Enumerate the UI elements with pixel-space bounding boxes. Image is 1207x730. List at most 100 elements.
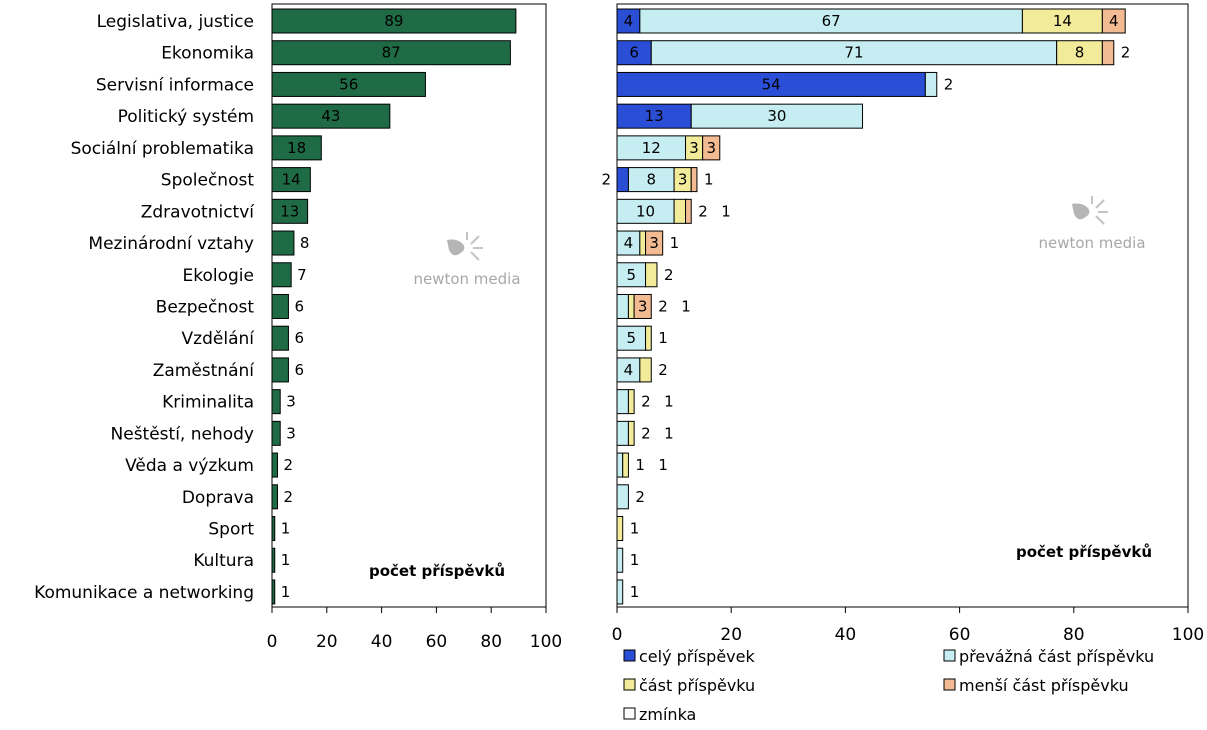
data-label: 2 <box>944 75 954 93</box>
stacked-segment <box>673 198 687 224</box>
data-label: 14 <box>282 171 301 189</box>
bar <box>271 420 281 446</box>
data-label: 2 <box>658 297 668 315</box>
category-label: Ekonomika <box>161 44 254 64</box>
data-label: 1 <box>664 393 674 411</box>
data-label: 3 <box>286 424 296 442</box>
x-tick-label: 60 <box>426 632 448 652</box>
data-label: 6 <box>294 329 304 347</box>
data-label: 1 <box>630 551 640 569</box>
data-label: 2 <box>641 393 651 411</box>
data-label: 6 <box>294 297 304 315</box>
category-label: Sociální problematika <box>71 139 254 159</box>
watermark-text: newton media <box>1038 234 1145 252</box>
stacked-segment <box>639 357 652 383</box>
category-label: Ekologie <box>183 266 254 286</box>
stacked-segment <box>639 230 647 256</box>
bar <box>271 389 281 415</box>
newton-media-logo-icon <box>1072 196 1108 225</box>
count-annotation: počet příspěvků <box>369 562 505 580</box>
legend-swatch <box>623 678 636 691</box>
data-label: 1 <box>681 297 691 315</box>
legend-swatch <box>623 707 636 720</box>
data-label: 10 <box>636 202 655 220</box>
stacked-segment <box>616 484 629 510</box>
data-label: 1 <box>630 583 640 601</box>
stacked-segment <box>690 103 864 129</box>
data-label: 1 <box>630 520 640 538</box>
bar <box>271 484 278 510</box>
newton-media-logo-icon <box>447 232 483 261</box>
data-label: 14 <box>1053 12 1072 30</box>
stacked-segment <box>627 420 635 446</box>
category-label: Vzdělání <box>182 329 256 349</box>
stacked-segment <box>1056 40 1103 66</box>
x-tick-label: 80 <box>1063 625 1085 645</box>
data-label: 2 <box>658 361 668 379</box>
category-label: Věda a výzkum <box>125 456 254 476</box>
data-label: 30 <box>767 107 786 125</box>
bar <box>271 325 289 351</box>
stacked-segment <box>616 516 624 542</box>
legend-swatch <box>943 649 956 662</box>
stacked-segment <box>924 71 938 97</box>
stacked-segment <box>627 293 635 319</box>
data-label: 3 <box>706 139 716 157</box>
x-tick-label: 100 <box>530 632 562 652</box>
data-label: 1 <box>670 234 680 252</box>
data-label: 1 <box>281 583 291 601</box>
data-label: 5 <box>627 266 637 284</box>
legend-swatch <box>943 678 956 691</box>
data-label: 7 <box>297 266 307 284</box>
category-label: Kriminalita <box>162 393 254 413</box>
data-label: 2 <box>641 424 651 442</box>
data-label: 3 <box>678 171 688 189</box>
bar <box>271 198 309 224</box>
data-label: 13 <box>645 107 664 125</box>
stacked-segment <box>616 452 624 478</box>
stacked-segment <box>616 71 926 97</box>
stacked-segment <box>616 389 629 415</box>
category-label: Legislativa, justice <box>97 12 254 32</box>
data-label: 2 <box>698 202 708 220</box>
stacked-segment <box>639 8 1023 34</box>
data-label: 8 <box>1075 44 1085 62</box>
right-watermark: newton media <box>1038 196 1146 252</box>
category-label: Politický systém <box>118 107 254 127</box>
x-tick-label: 80 <box>480 632 502 652</box>
bar <box>271 357 289 383</box>
data-label: 2 <box>601 171 611 189</box>
data-label: 6 <box>294 361 304 379</box>
data-label: 3 <box>286 393 296 411</box>
legend-label: část příspěvku <box>639 676 755 695</box>
data-label: 8 <box>646 171 656 189</box>
x-tick-label: 100 <box>1172 625 1204 645</box>
category-label: Společnost <box>161 171 255 191</box>
data-label: 2 <box>283 456 293 474</box>
legend-label: celý příspěvek <box>639 647 755 666</box>
data-label: 4 <box>624 12 634 30</box>
data-label: 1 <box>658 456 668 474</box>
stacked-segment <box>616 579 624 605</box>
stacked-segment <box>627 167 675 193</box>
stacked-segment <box>1101 8 1126 34</box>
data-label: 1 <box>635 456 645 474</box>
bar <box>271 103 391 129</box>
x-tick-label: 60 <box>949 625 971 645</box>
bar <box>271 293 289 319</box>
data-label: 54 <box>762 75 781 93</box>
data-label: 1 <box>281 520 291 538</box>
category-label: Zdravotnictví <box>141 202 256 222</box>
legend-label: zmínka <box>639 705 696 724</box>
data-label: 1 <box>704 171 714 189</box>
stacked-segment <box>633 293 652 319</box>
bar <box>271 167 311 193</box>
data-label: 1 <box>281 551 291 569</box>
stacked-segment <box>645 262 658 288</box>
bar <box>271 262 292 288</box>
data-label: 1 <box>658 329 668 347</box>
x-tick-label: 0 <box>267 632 278 652</box>
left-watermark: newton media <box>413 232 521 288</box>
